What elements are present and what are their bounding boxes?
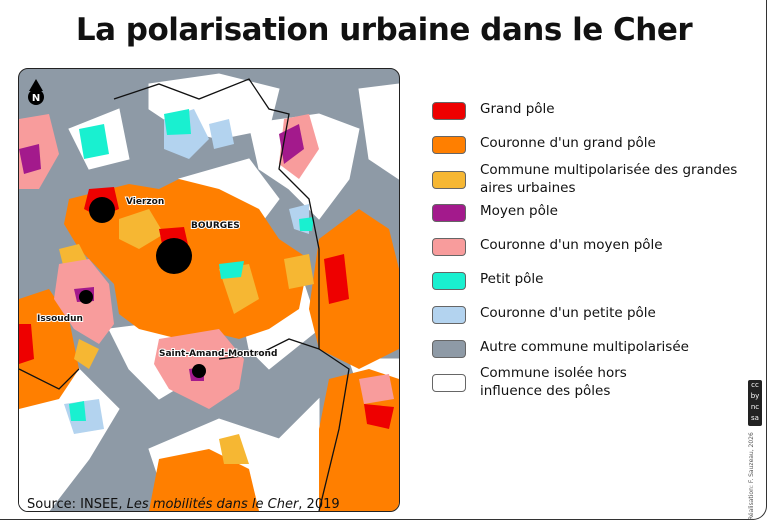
city-label-saint-amand: Saint-Amand-Montrond (159, 349, 277, 359)
legend-label: Moyen pôle (480, 203, 558, 219)
department-border-west (19, 368, 80, 390)
legend-item: Couronne d'un grand pôle (432, 134, 656, 154)
map[interactable]: Vierzon BOURGES Issoudun Saint-Amand-Mon… (18, 68, 400, 512)
source-work: Les mobilités dans le Cher (126, 497, 299, 512)
legend-swatch (432, 204, 466, 222)
legend-label: Grand pôle (480, 101, 555, 117)
svg-text:N: N (32, 93, 40, 104)
legend-label: Commune isolée hors influence des pôles (480, 365, 627, 399)
city-dot-bourges[interactable] (156, 238, 192, 274)
source-year: , 2019 (298, 497, 340, 512)
legend-label: Couronne d'un moyen pôle (480, 237, 663, 253)
city-dot-saint-amand[interactable] (192, 364, 206, 378)
page-title: La polarisation urbaine dans le Cher (75, 12, 693, 48)
legend-item: Commune multipolarisée des grandes aires… (432, 161, 742, 197)
cc-license-icon: cc by nc sa (748, 380, 762, 426)
legend-label: Couronne d'un petite pôle (480, 305, 656, 321)
legend-item: Grand pôle (432, 100, 555, 120)
legend-item: Couronne d'un moyen pôle (432, 236, 663, 256)
city-label-vierzon: Vierzon (126, 197, 164, 207)
north-arrow-icon: N (28, 79, 44, 105)
legend-swatch (432, 102, 466, 120)
city-label-issoudun: Issoudun (37, 314, 83, 324)
city-dot-vierzon[interactable] (89, 197, 115, 223)
legend-item: Autre commune multipolarisée (432, 338, 689, 358)
legend-label: Autre commune multipolarisée (480, 339, 689, 355)
map-svg: Vierzon BOURGES Issoudun Saint-Amand-Mon… (19, 73, 399, 511)
legend-label: Commune multipolarisée des grandes aires… (480, 162, 738, 196)
legend-swatch (432, 374, 466, 392)
legend-label: Couronne d'un grand pôle (480, 135, 656, 151)
legend-swatch (432, 306, 466, 324)
legend-item: Petit pôle (432, 270, 543, 290)
legend-item: Commune isolée hors influence des pôles (432, 364, 692, 400)
legend-swatch (432, 272, 466, 290)
legend-swatch (432, 171, 466, 189)
city-dot-issoudun[interactable] (79, 290, 93, 304)
credit-text: Réalisation: F. Sauzeau, 2026 (748, 432, 755, 520)
credit: cc by nc sa Réalisation: F. Sauzeau, 202… (748, 380, 764, 520)
legend-label: Petit pôle (480, 271, 544, 287)
city-label-bourges: BOURGES (191, 221, 240, 231)
petit-poles (69, 109, 314, 421)
legend-swatch (432, 136, 466, 154)
legend-swatch (432, 340, 466, 358)
source-prefix: Source: INSEE, (27, 497, 127, 512)
legend-swatch (432, 238, 466, 256)
source-note: Source: INSEE, Les mobilités dans le Che… (27, 497, 340, 512)
legend-item: Couronne d'un petite pôle (432, 304, 656, 324)
department-border (113, 78, 320, 360)
legend-item: Moyen pôle (432, 202, 558, 222)
department-border-east (318, 348, 350, 511)
